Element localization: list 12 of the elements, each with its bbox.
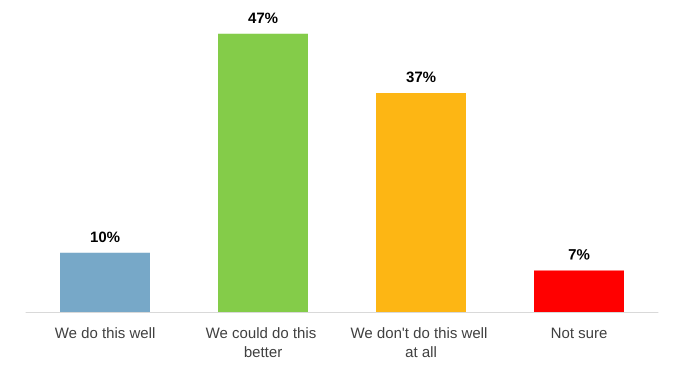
x-tick-label: We don't do this well at all (350, 325, 492, 361)
bar (376, 92, 466, 312)
bar (60, 252, 150, 312)
data-label: 7% (568, 246, 590, 264)
x-tick-label: Not sure (550, 325, 608, 342)
bar (218, 34, 308, 312)
x-tick-label: We do this well (54, 325, 156, 342)
data-label: 47% (248, 10, 278, 27)
data-label: 10% (90, 228, 120, 246)
data-label: 37% (406, 68, 436, 86)
bar (534, 270, 624, 312)
x-tick-label: We could do this better (206, 325, 320, 361)
